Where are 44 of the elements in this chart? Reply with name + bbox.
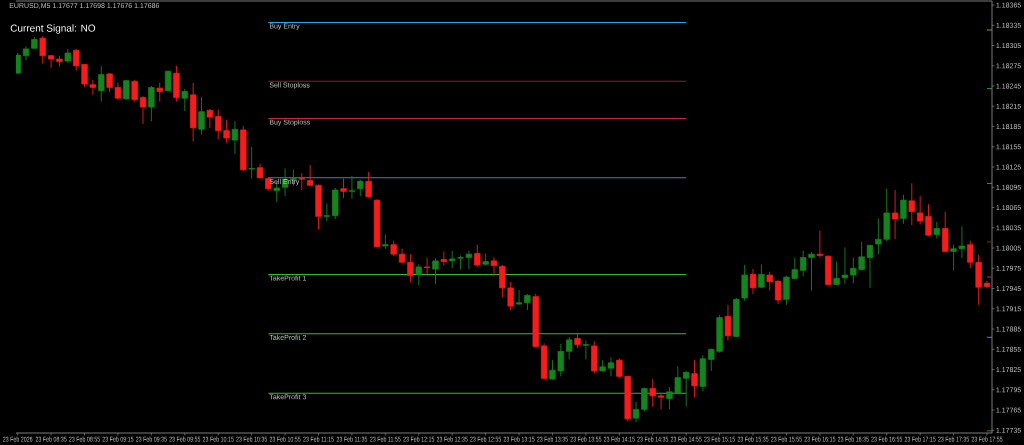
candlestick xyxy=(766,271,773,292)
candlestick xyxy=(98,65,105,103)
candlestick xyxy=(682,370,690,408)
candlestick xyxy=(181,88,188,112)
candlestick xyxy=(841,246,849,285)
candlestick xyxy=(423,257,431,277)
candlestick xyxy=(156,82,163,103)
candlestick xyxy=(741,264,748,302)
candlestick xyxy=(474,244,481,268)
candlestick xyxy=(891,189,899,240)
candlestick xyxy=(908,182,915,226)
candlestick xyxy=(298,172,305,191)
candlestick xyxy=(248,146,255,179)
candlestick xyxy=(758,263,765,289)
candlestick xyxy=(749,268,757,295)
candlestick xyxy=(365,171,372,198)
candlestick xyxy=(231,120,239,155)
candlestick xyxy=(148,85,155,122)
candlestick xyxy=(582,340,590,360)
candlestick xyxy=(340,178,347,199)
candlestick xyxy=(440,250,448,267)
candlestick xyxy=(900,194,907,225)
candlestick xyxy=(866,244,874,289)
candlestick xyxy=(649,378,656,408)
candlestick xyxy=(198,96,205,136)
candlestick xyxy=(691,359,698,398)
candlestick xyxy=(774,280,782,305)
candlestick xyxy=(942,211,949,253)
candlestick xyxy=(131,79,138,103)
candlestick xyxy=(348,175,356,200)
candlestick xyxy=(39,35,46,65)
candlestick xyxy=(490,257,498,277)
text: Current Signal: NO xyxy=(10,24,96,34)
candlestick xyxy=(565,336,573,360)
candlestick xyxy=(983,280,991,289)
candlestick xyxy=(415,263,422,286)
candlestick xyxy=(432,257,439,285)
candlestick xyxy=(816,230,824,258)
candlestick xyxy=(206,108,214,129)
candlestick xyxy=(657,392,665,410)
candlestick xyxy=(933,221,941,240)
candlestick xyxy=(323,203,331,222)
candlestick xyxy=(139,95,147,125)
candlestick xyxy=(724,304,732,341)
